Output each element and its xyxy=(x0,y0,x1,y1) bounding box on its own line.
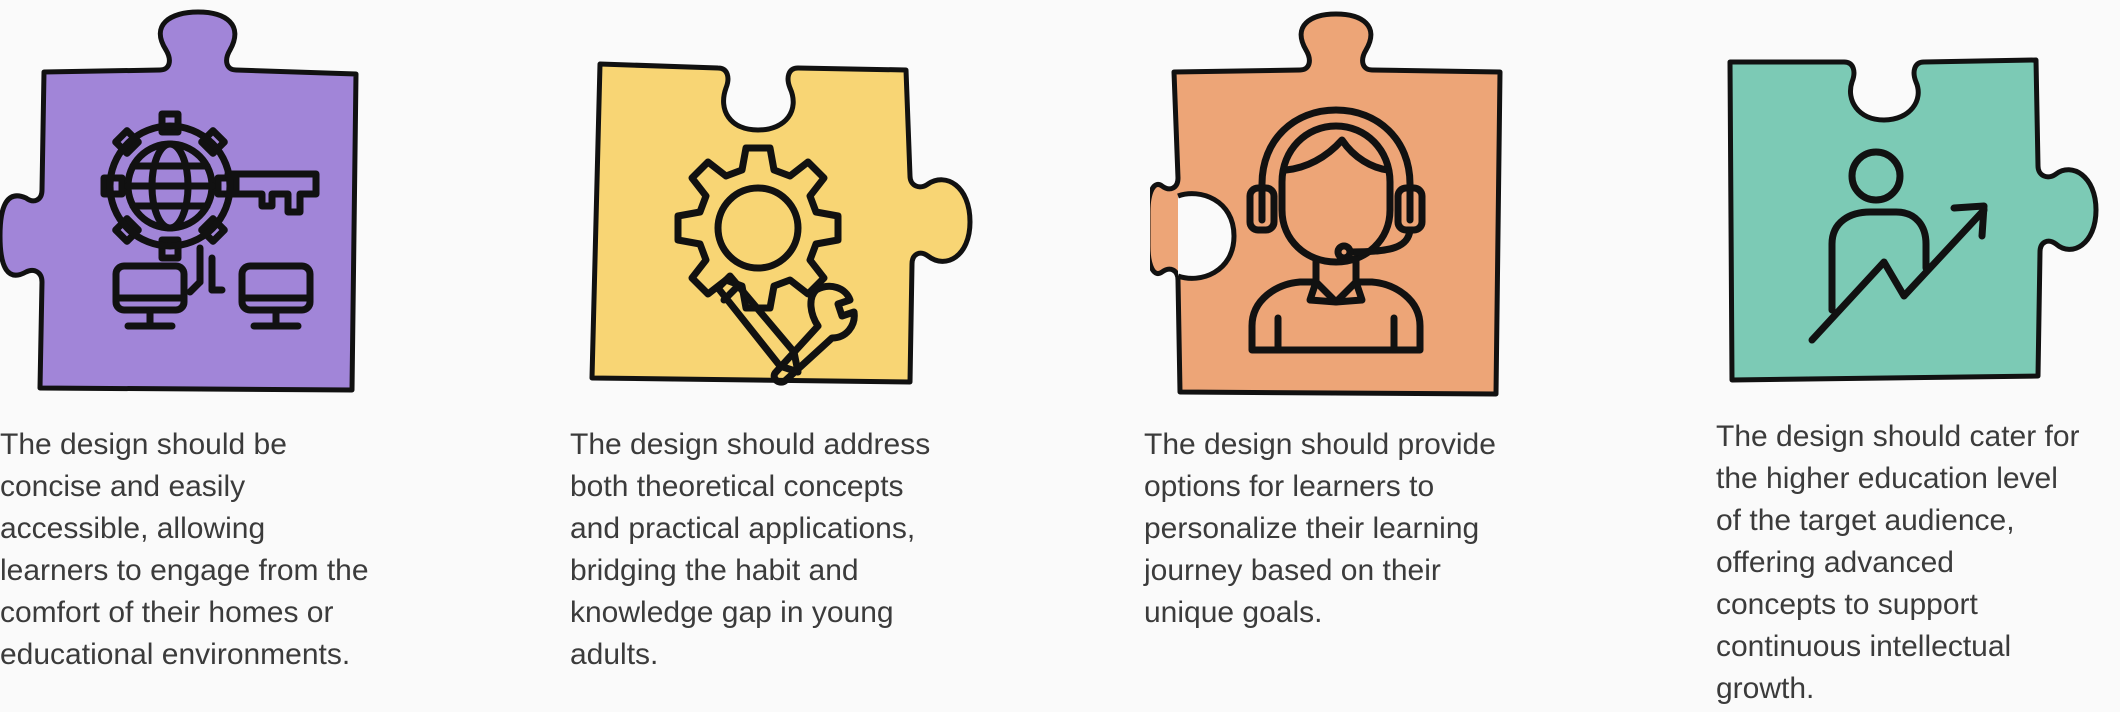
caption-line: learners to engage from the xyxy=(0,554,369,587)
caption-line: knowledge gap in young xyxy=(570,596,894,629)
caption-line: and practical applications, xyxy=(570,512,916,545)
puzzle-piece-purple xyxy=(0,0,420,410)
person-growth-arrow-icon xyxy=(1808,148,1988,344)
caption-line: The design should address xyxy=(570,428,931,461)
gear-pencil-wrench-icon xyxy=(674,144,858,386)
caption-line: unique goals. xyxy=(1144,596,1323,629)
caption-line: options for learners to xyxy=(1144,470,1435,503)
caption-line: The design should cater for xyxy=(1716,420,2080,453)
puzzle-piece-orange xyxy=(1150,0,1570,410)
caption-line: concepts to support xyxy=(1716,588,1978,621)
caption-line: concise and easily xyxy=(0,470,246,503)
headset-person-icon xyxy=(1246,106,1426,354)
caption-3: The design should provide options for le… xyxy=(1144,424,1496,634)
caption-line: of the target audience, xyxy=(1716,504,2015,537)
caption-line: adults. xyxy=(570,638,659,671)
caption-4: The design should cater for the higher e… xyxy=(1716,416,2080,710)
caption-line: The design should be xyxy=(0,428,287,461)
caption-line: both theoretical concepts xyxy=(570,470,904,503)
caption-line: the higher education level xyxy=(1716,462,2058,495)
puzzle-piece-teal xyxy=(1720,0,2120,410)
caption-line: continuous intellectual xyxy=(1716,630,2012,663)
caption-line: comfort of their homes or xyxy=(0,596,334,629)
caption-line: The design should provide xyxy=(1144,428,1496,461)
caption-line: offering advanced xyxy=(1716,546,1954,579)
caption-line: journey based on their xyxy=(1144,554,1441,587)
puzzle-piece-yellow xyxy=(580,0,1000,410)
caption-line: accessible, allowing xyxy=(0,512,266,545)
network-key-globe-icon xyxy=(100,110,320,330)
caption-1: The design should be concise and easily … xyxy=(0,424,369,676)
caption-line: bridging the habit and xyxy=(570,554,859,587)
caption-line: personalize their learning xyxy=(1144,512,1480,545)
caption-line: growth. xyxy=(1716,672,1815,705)
caption-2: The design should address both theoretic… xyxy=(570,424,930,676)
caption-line: educational environments. xyxy=(0,638,351,671)
